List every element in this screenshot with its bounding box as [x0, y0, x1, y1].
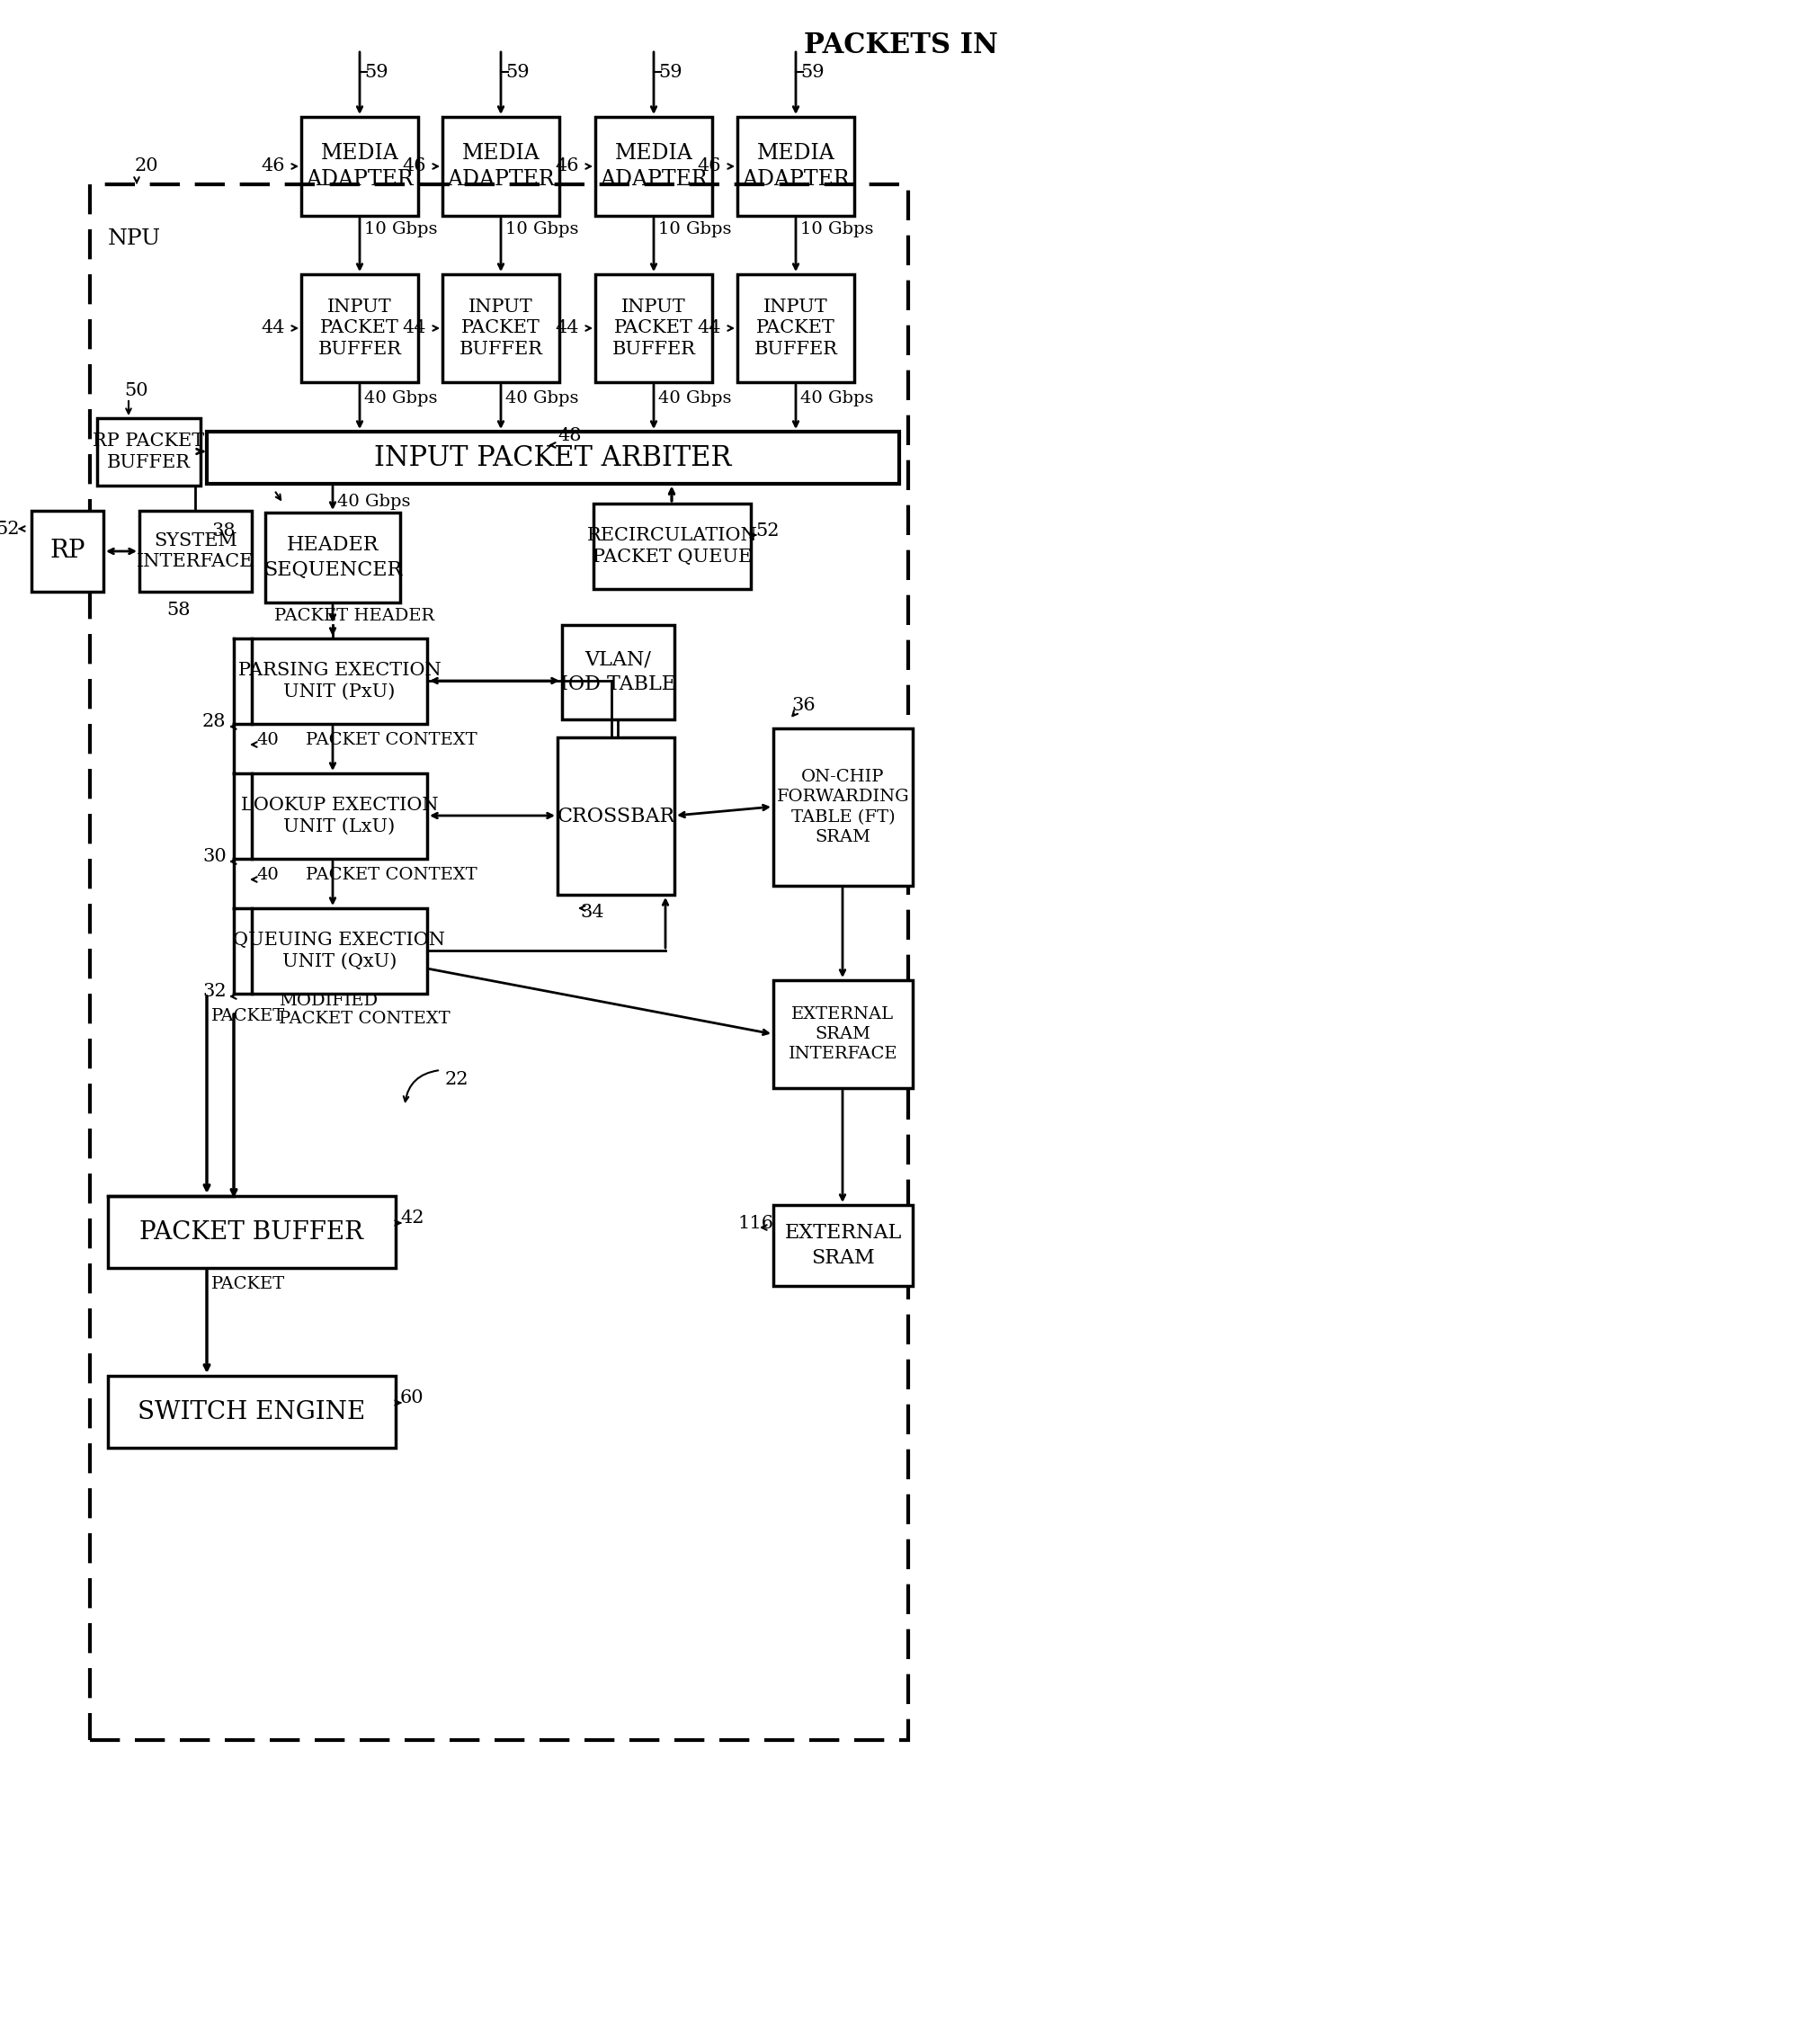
Text: 46: 46 [555, 157, 578, 176]
Text: 46: 46 [697, 157, 721, 176]
Text: 52: 52 [0, 521, 20, 538]
Text: 38: 38 [211, 521, 236, 540]
Bar [557, 738, 674, 895]
Bar [207, 431, 899, 484]
Text: RECIRCULATION
PACKET QUEUE: RECIRCULATION PACKET QUEUE [587, 527, 757, 566]
Text: MEDIA
ADAPTER: MEDIA ADAPTER [742, 143, 849, 190]
Text: PACKET HEADER: PACKET HEADER [274, 607, 434, 623]
Text: 40 Gbps: 40 Gbps [800, 390, 874, 407]
Bar [773, 981, 912, 1087]
Bar [108, 1376, 396, 1447]
Text: 40 Gbps: 40 Gbps [658, 390, 732, 407]
Bar [737, 117, 854, 217]
Bar [773, 1206, 912, 1286]
Bar [562, 625, 674, 719]
Text: VLAN/
IOD TABLE: VLAN/ IOD TABLE [560, 650, 676, 695]
Text: LOOKUP EXECTION
UNIT (LxU): LOOKUP EXECTION UNIT (LxU) [241, 797, 438, 836]
Text: 46: 46 [261, 157, 285, 176]
Bar [595, 117, 712, 217]
Text: ON-CHIP
FORWARDING
TABLE (FT)
SRAM: ON-CHIP FORWARDING TABLE (FT) SRAM [777, 769, 910, 844]
Bar [593, 503, 751, 589]
Text: MEDIA
ADAPTER: MEDIA ADAPTER [600, 143, 708, 190]
Text: 59: 59 [505, 63, 530, 80]
Bar [301, 117, 418, 217]
Text: 59: 59 [658, 63, 683, 80]
Text: 28: 28 [202, 713, 225, 730]
Text: PARSING EXECTION
UNIT (PxU): PARSING EXECTION UNIT (PxU) [238, 662, 441, 701]
Text: QUEUING EXECTION
UNIT (QxU): QUEUING EXECTION UNIT (QxU) [232, 932, 445, 971]
Bar [108, 1196, 396, 1267]
Text: 59: 59 [800, 63, 824, 80]
Text: MEDIA
ADAPTER: MEDIA ADAPTER [447, 143, 555, 190]
Text: 40 Gbps: 40 Gbps [364, 390, 438, 407]
Text: PACKET CONTEXT: PACKET CONTEXT [306, 732, 478, 748]
Text: 42: 42 [400, 1210, 423, 1226]
Text: 58: 58 [166, 601, 191, 617]
Text: INPUT
PACKET
BUFFER: INPUT PACKET BUFFER [753, 298, 838, 358]
Bar [252, 908, 427, 993]
Text: 48: 48 [557, 427, 582, 446]
Text: 40 Gbps: 40 Gbps [505, 390, 578, 407]
Text: INPUT
PACKET
BUFFER: INPUT PACKET BUFFER [317, 298, 402, 358]
Text: 60: 60 [400, 1390, 423, 1406]
Bar [737, 274, 854, 382]
Text: 52: 52 [755, 521, 778, 540]
Bar [31, 511, 103, 591]
Bar [773, 728, 912, 885]
Text: INPUT PACKET ARBITER: INPUT PACKET ARBITER [375, 444, 732, 472]
Text: PACKET: PACKET [211, 1008, 285, 1024]
Bar [443, 117, 559, 217]
Text: 116: 116 [737, 1214, 773, 1233]
Text: 40: 40 [256, 867, 279, 883]
Text: PACKETS IN: PACKETS IN [804, 31, 998, 59]
Text: 50: 50 [124, 382, 148, 401]
Bar [139, 511, 252, 591]
Text: RP: RP [50, 540, 85, 564]
Text: MODIFIED
PACKET CONTEXT: MODIFIED PACKET CONTEXT [279, 993, 450, 1028]
Text: 44: 44 [402, 319, 425, 337]
Text: MEDIA
ADAPTER: MEDIA ADAPTER [306, 143, 413, 190]
Text: NPU: NPU [108, 229, 160, 249]
Text: 40: 40 [256, 732, 279, 748]
Text: 30: 30 [202, 848, 227, 865]
Text: RP PACKET
BUFFER: RP PACKET BUFFER [94, 433, 205, 470]
Text: 10 Gbps: 10 Gbps [800, 221, 874, 237]
Bar [301, 274, 418, 382]
Text: HEADER
SEQUENCER: HEADER SEQUENCER [263, 536, 402, 580]
Bar [252, 773, 427, 858]
Text: INPUT
PACKET
BUFFER: INPUT PACKET BUFFER [460, 298, 542, 358]
Bar [252, 638, 427, 724]
Bar [595, 274, 712, 382]
Text: 59: 59 [364, 63, 387, 80]
Text: 20: 20 [135, 157, 159, 176]
Text: 44: 44 [555, 319, 578, 337]
Text: CROSSBAR: CROSSBAR [557, 805, 676, 826]
Text: 34: 34 [580, 903, 604, 922]
Bar [90, 184, 908, 1739]
Bar [97, 419, 200, 486]
Bar [265, 513, 400, 603]
Text: PACKET: PACKET [211, 1275, 285, 1292]
Text: 44: 44 [261, 319, 285, 337]
Text: 46: 46 [402, 157, 425, 176]
Text: 22: 22 [445, 1071, 469, 1087]
Text: SWITCH ENGINE: SWITCH ENGINE [139, 1400, 366, 1425]
Text: 32: 32 [202, 983, 227, 1000]
Text: EXTERNAL
SRAM: EXTERNAL SRAM [784, 1224, 901, 1267]
Text: 10 Gbps: 10 Gbps [364, 221, 438, 237]
Text: 10 Gbps: 10 Gbps [658, 221, 732, 237]
Text: 40 Gbps: 40 Gbps [337, 495, 411, 509]
Text: 10 Gbps: 10 Gbps [505, 221, 578, 237]
Text: PACKET CONTEXT: PACKET CONTEXT [306, 867, 478, 883]
Text: INPUT
PACKET
BUFFER: INPUT PACKET BUFFER [613, 298, 696, 358]
Text: SYSTEM
INTERFACE: SYSTEM INTERFACE [137, 531, 254, 570]
Text: 44: 44 [697, 319, 721, 337]
Text: 36: 36 [791, 697, 815, 715]
Text: PACKET BUFFER: PACKET BUFFER [141, 1220, 364, 1245]
Text: EXTERNAL
SRAM
INTERFACE: EXTERNAL SRAM INTERFACE [787, 1006, 897, 1063]
Bar [443, 274, 559, 382]
